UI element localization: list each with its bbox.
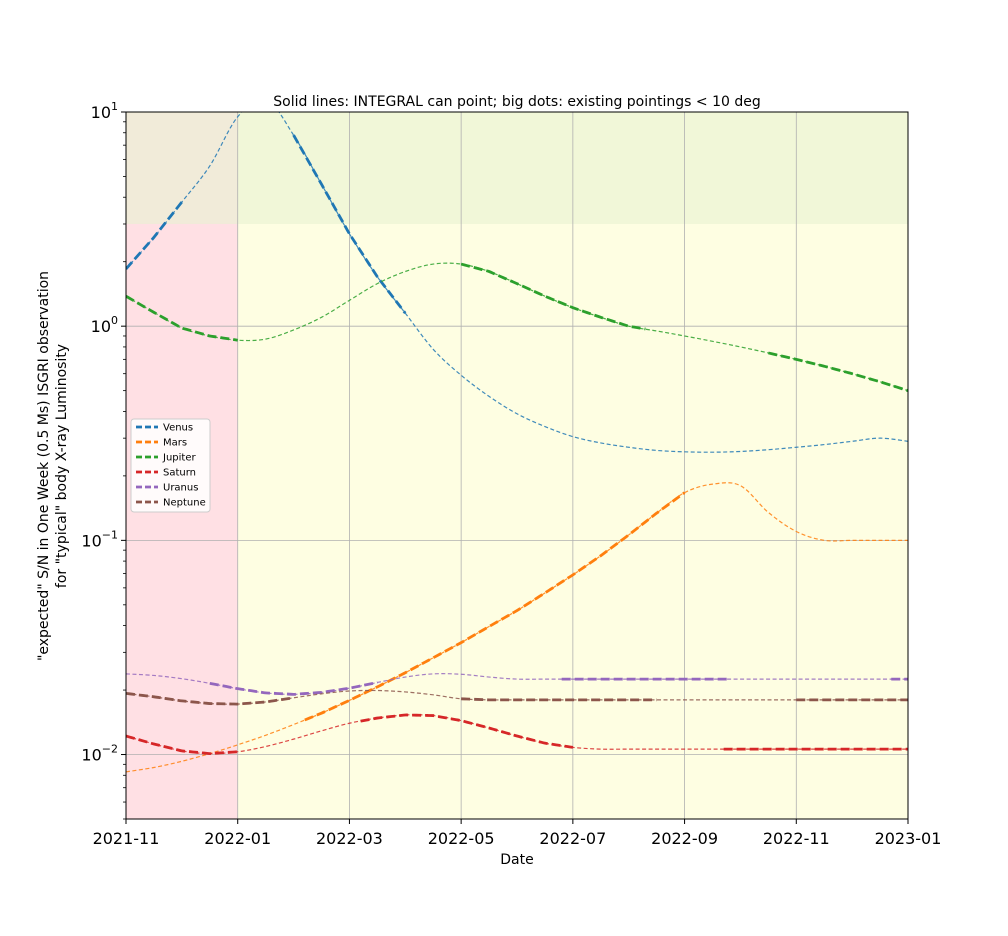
legend-label-neptune: Neptune [163, 498, 206, 509]
x-tick-label: 2023-01 [875, 829, 942, 848]
x-tick-label: 2022-09 [651, 829, 718, 848]
x-tick-label: 2022-07 [539, 829, 606, 848]
legend-label-saturn: Saturn [163, 468, 196, 479]
saturn-series-bold-segment [360, 713, 574, 749]
jupiter-series-bold-segment [768, 351, 908, 392]
x-axis-label: Date [500, 852, 533, 868]
x-tick-label: 2022-03 [316, 829, 383, 848]
y-tick-label: 10−1 [81, 528, 118, 550]
x-tick-label: 2022-01 [204, 829, 271, 848]
background-region-2 [126, 112, 908, 224]
jupiter-series-bold-segment [126, 295, 238, 342]
legend: Venus Mars Jupiter Saturn Uranus Neptune [130, 418, 211, 513]
axis-ticks: 2021-11 2022-01 2022-03 2022-05 2022-07 2022-… [81, 100, 941, 848]
mars-series-bold-segment [304, 491, 686, 722]
x-tick-label: 2021-11 [93, 829, 160, 848]
neptune-series-bold-segment [126, 691, 294, 706]
legend-label-jupiter: Jupiter [162, 453, 196, 464]
x-tick-label: 2022-05 [428, 829, 495, 848]
uranus-series-thin-line [126, 673, 908, 695]
plot-frame [125, 111, 909, 820]
legend-label-uranus: Uranus [163, 483, 198, 494]
y-tick-label: 100 [91, 314, 118, 336]
saturn-series-bold-segment [126, 734, 238, 756]
venus-series-bold-segment [126, 201, 183, 270]
y-axis-label-line-1: "expected" S/N in One Week (0.5 Ms) ISGR… [36, 271, 52, 661]
legend-label-venus: Venus [163, 423, 193, 434]
x-tick-label: 2022-11 [763, 829, 830, 848]
y-tick-label: 101 [91, 100, 118, 122]
series-lines [126, 112, 908, 773]
venus-series-thin-line [126, 112, 908, 453]
jupiter-series-bold-segment [460, 262, 646, 331]
background-regions [126, 112, 908, 819]
y-tick-label: 10−2 [81, 743, 118, 765]
y-axis-label-line-2: for "typical" body X-ray Luminosity [54, 344, 70, 588]
uranus-series-bold-segment [209, 681, 378, 696]
neptune-series-bold-segment [461, 697, 657, 702]
legend-label-mars: Mars [163, 438, 187, 449]
chart-title: Solid lines: INTEGRAL can point; big dot… [273, 94, 760, 110]
